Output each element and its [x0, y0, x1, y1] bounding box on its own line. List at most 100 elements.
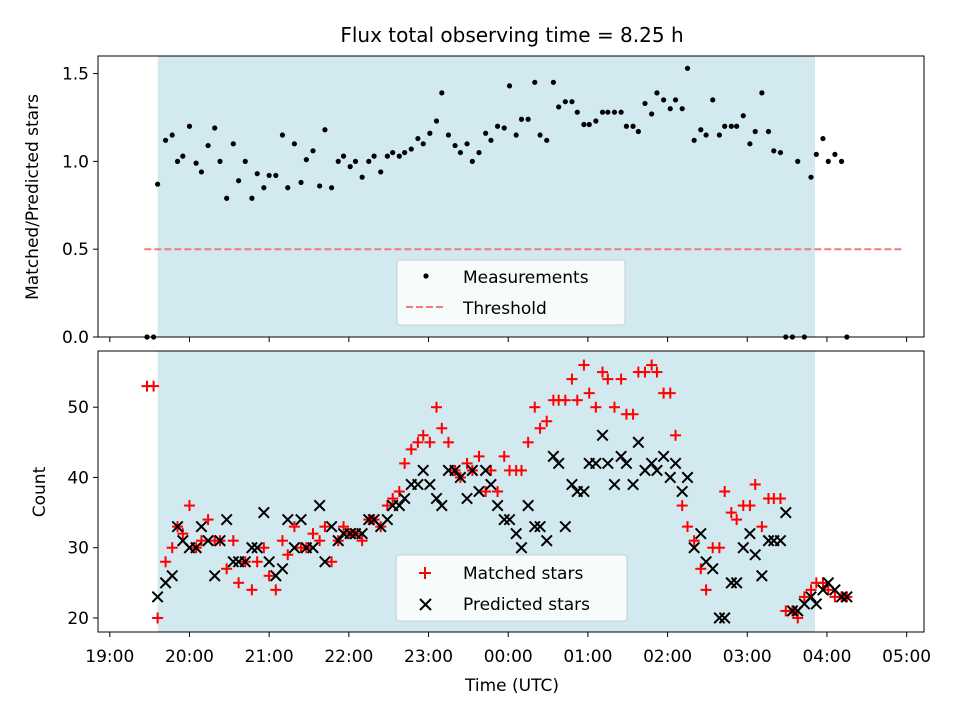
matched-star-point: [485, 464, 497, 476]
matched-star-point: [492, 486, 504, 497]
predicted-star-point: [510, 527, 523, 540]
matched-star-point: [522, 436, 534, 448]
matched-star-point: [412, 436, 424, 448]
predicted-star-point: [755, 569, 768, 582]
measurement-point: [169, 132, 175, 138]
measurement-point: [506, 83, 513, 89]
measurement-point: [224, 195, 230, 201]
count-y-tick-label: 30: [67, 539, 89, 559]
measurement-point: [765, 128, 772, 135]
matched-star-point: [263, 570, 275, 582]
count-y-tick-label: 20: [67, 609, 89, 629]
measurement-point: [347, 164, 353, 170]
predicted-star-point: [325, 520, 338, 533]
measurement-point: [544, 137, 550, 143]
measurement-point: [174, 158, 181, 164]
matched-star-point: [227, 535, 239, 547]
matched-star-point: [177, 528, 189, 540]
matched-star-point: [461, 457, 473, 469]
matched-star-point: [183, 500, 195, 512]
predicted-star-point: [681, 471, 694, 484]
matched-star-point: [251, 556, 263, 568]
measurement-point: [445, 132, 452, 138]
matched-star-point: [798, 591, 810, 603]
measurement-point: [273, 172, 279, 179]
matched-star-point: [688, 535, 700, 547]
predicted-star-point: [411, 478, 424, 491]
predicted-star-point: [737, 541, 750, 554]
measurement-point: [198, 169, 205, 175]
legend-predicted-marker: [419, 598, 432, 611]
matched-star-point: [166, 542, 178, 554]
measurement-point: [813, 151, 819, 157]
predicted-star-point: [774, 534, 787, 547]
count-legend-box: [395, 554, 628, 622]
predicted-star-point: [449, 464, 461, 477]
predicted-star-point: [362, 513, 375, 526]
legend-measurement-marker: [423, 273, 429, 279]
predicted-star-point: [676, 485, 689, 498]
measurement-point: [698, 127, 704, 133]
measurement-point: [352, 158, 359, 164]
matched-star-point: [442, 436, 454, 448]
measurement-point: [317, 183, 323, 189]
count-panel: 20 30 40 50 19:00 20:00 21:00 22:00 23:00 00:00 0…: [30, 350, 931, 696]
predicted-star-point: [498, 513, 511, 526]
predicted-star-point: [744, 527, 756, 540]
predicted-star-point: [552, 457, 565, 470]
predicted-star-point: [503, 513, 516, 526]
time-x-ticks: 19:00 20:00 21:00 22:00 23:00 00:00 01:00 02:00…: [85, 632, 931, 667]
legend-measurements-label: Measurements: [463, 268, 589, 288]
measurement-point: [162, 137, 169, 143]
measurement-point: [452, 142, 458, 149]
predicted-star-point: [596, 429, 609, 442]
time-x-tick-label: 23:00: [404, 647, 453, 667]
measurement-point: [691, 137, 697, 143]
matched-star-point: [436, 422, 448, 434]
matched-star-point: [627, 408, 639, 420]
measurement-point: [469, 158, 475, 164]
predicted-star-point: [615, 450, 628, 463]
predicted-star-point: [332, 534, 345, 547]
predicted-star-point: [779, 506, 792, 519]
count-y-tick-label: 50: [67, 398, 89, 418]
measurement-point: [667, 106, 673, 112]
time-x-tick-label: 21:00: [245, 647, 294, 667]
predicted-star-point: [151, 590, 164, 603]
predicted-star-point: [694, 527, 707, 540]
predicted-star-point: [251, 541, 264, 554]
matched-star-point: [326, 556, 338, 568]
matched-star-point: [246, 584, 258, 596]
matched-star-point: [590, 401, 602, 413]
measurement-point: [291, 141, 297, 147]
predicted-star-point: [319, 555, 331, 568]
matched-star-point: [578, 359, 590, 371]
matched-star-point: [276, 535, 288, 547]
measurement-point: [378, 169, 384, 175]
matched-star-points: [141, 359, 853, 624]
measurement-point: [605, 109, 611, 115]
ratio-legend: Measurements Threshold: [396, 259, 626, 326]
matched-star-point: [319, 521, 331, 533]
measurement-point: [396, 153, 402, 159]
time-x-tick-label: 22:00: [324, 647, 373, 667]
matched-star-point: [744, 500, 756, 512]
predicted-star-point: [281, 513, 294, 526]
measurement-point: [494, 123, 501, 129]
predicted-star-point: [485, 478, 497, 491]
matched-star-point: [282, 549, 294, 561]
predicted-star-point: [547, 450, 560, 463]
predicted-star-point: [166, 569, 179, 582]
measurement-points: [144, 65, 850, 340]
matched-star-point: [148, 380, 160, 392]
matched-star-point: [515, 464, 527, 476]
measurement-point: [249, 195, 255, 201]
matched-star-point: [646, 359, 658, 371]
predicted-star-point: [620, 457, 633, 470]
ratio-x-ticks: [109, 337, 908, 342]
ratio-legend-box: [396, 259, 626, 326]
matched-star-point: [202, 514, 214, 526]
measurement-point: [366, 158, 372, 164]
matched-star-point: [792, 612, 804, 624]
predicted-star-point: [515, 541, 528, 554]
